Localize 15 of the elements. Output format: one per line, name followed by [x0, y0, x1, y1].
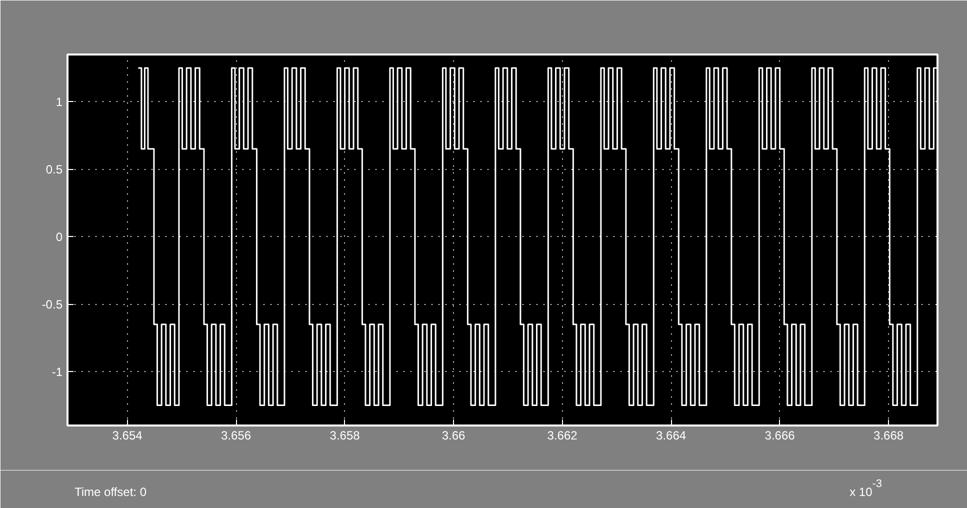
x-tick-label: 3.656: [221, 428, 252, 442]
x-tick-label: 3.668: [874, 428, 904, 442]
x-tick-label: 3.66: [442, 428, 466, 442]
x-tick-label: 3.664: [656, 428, 686, 442]
x-tick-label: 3.662: [547, 428, 578, 442]
x-tick-label: 3.666: [764, 428, 796, 442]
y-tick-label: 0.5: [46, 162, 63, 177]
y-tick-label: 0: [56, 230, 63, 244]
y-tick-label: -1: [52, 365, 63, 380]
text: Time offset: 0: [74, 485, 147, 499]
y-tick-label: -0.5: [42, 298, 63, 312]
y-tick-label: 1: [56, 95, 63, 110]
text: x 10-3: [850, 478, 882, 499]
x-tick-label: 3.658: [330, 428, 360, 442]
x-tick-label: 3.654: [112, 428, 143, 442]
